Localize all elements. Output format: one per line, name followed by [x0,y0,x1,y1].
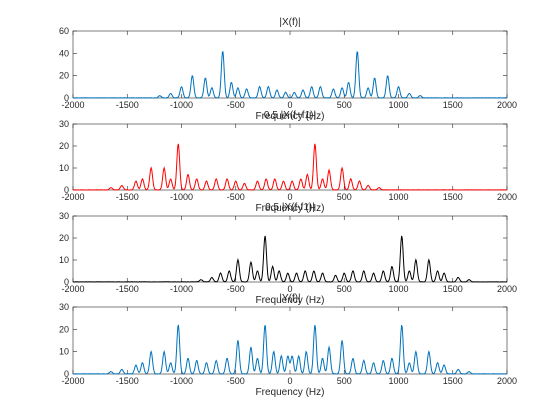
x-tick-label: 1000 [388,284,408,294]
x-tick-label: 0 [287,376,292,386]
x-axis-label: Frequency (Hz) [256,387,325,398]
y-tick-label: 30 [59,302,69,312]
x-tick-label: 2000 [497,192,517,202]
x-tick-label: -2000 [61,100,84,110]
y-tick-label: 0 [64,185,69,195]
x-tick-label: -1000 [170,376,193,386]
x-tick-label: 1500 [443,192,463,202]
x-tick-label: -1000 [170,192,193,202]
x-tick-label: 0 [287,192,292,202]
x-tick-label: -1500 [116,192,139,202]
x-tick-label: -1500 [116,284,139,294]
x-tick-label: -2000 [61,192,84,202]
y-tick-label: 20 [59,71,69,81]
chart-title: |X(f)| [279,17,300,28]
series-line [72,143,508,191]
x-tick-label: 1000 [388,192,408,202]
x-tick-label: 1000 [388,376,408,386]
y-tick-label: 20 [59,324,69,334]
y-tick-label: 10 [59,347,69,357]
chart-panel-3: -2000 -1500 -1000 -500 0 500 1000 1500 2000 0 10 20… [59,202,517,306]
series-line [72,51,508,99]
x-tick-label: -500 [227,376,245,386]
plot-area [72,123,508,191]
chart-panel-2: -2000 -1500 -1000 -500 0 500 1000 1500 2000 0 10 20… [59,110,517,214]
x-tick-label: 2000 [497,284,517,294]
y-tick-label: 20 [59,233,69,243]
x-tick-label: 500 [337,100,352,110]
x-tick-label: 1500 [443,100,463,110]
x-tick-label: 2000 [497,376,517,386]
x-tick-label: 1500 [443,376,463,386]
x-tick-label: -1000 [170,284,193,294]
series-line [72,324,508,375]
x-tick-label: -1500 [116,376,139,386]
y-tick-label: 0 [64,93,69,103]
chart-panel-4: -2000 -1500 -1000 -500 0 500 1000 1500 2000 0 10 20… [59,293,517,398]
series-line [72,235,508,283]
x-tick-label: -2000 [61,376,84,386]
x-tick-label: 1000 [388,100,408,110]
x-tick-label: 500 [337,192,352,202]
x-axis-label: Frequency (Hz) [256,295,325,306]
x-tick-label: -1000 [170,100,193,110]
y-tick-label: 10 [59,255,69,265]
x-tick-label: -500 [227,284,245,294]
y-tick-label: 30 [59,119,69,129]
x-tick-label: -500 [227,192,245,202]
x-tick-label: 0 [287,100,292,110]
x-tick-label: -1500 [116,100,139,110]
chart-title: 0.5 |X(f-f1)| [265,202,315,213]
x-tick-label: -500 [227,100,245,110]
x-tick-label: 500 [337,376,352,386]
x-tick-label: 1500 [443,284,463,294]
x-axis-label: Frequency (Hz) [256,203,325,214]
x-tick-label: 0 [287,284,292,294]
chart-title: 0.5 |X(f+f1)| [264,110,316,121]
y-tick-label: 30 [59,211,69,221]
y-tick-label: 40 [59,48,69,58]
plot-area [72,215,508,283]
y-tick-label: 10 [59,163,69,173]
chart-panel-1: -2000 -1500 -1000 -500 0 500 1000 1500 2000 0 20 40… [59,17,517,122]
x-tick-label: 2000 [497,100,517,110]
y-tick-label: 20 [59,141,69,151]
y-tick-label: 0 [64,277,69,287]
chart-title: |Y(f)| [279,293,300,304]
plot-area [72,30,508,99]
y-tick-label: 0 [64,369,69,379]
x-tick-label: -2000 [61,284,84,294]
x-tick-label: 500 [337,284,352,294]
x-axis-label: Frequency (Hz) [256,111,325,122]
y-tick-label: 60 [59,26,69,36]
